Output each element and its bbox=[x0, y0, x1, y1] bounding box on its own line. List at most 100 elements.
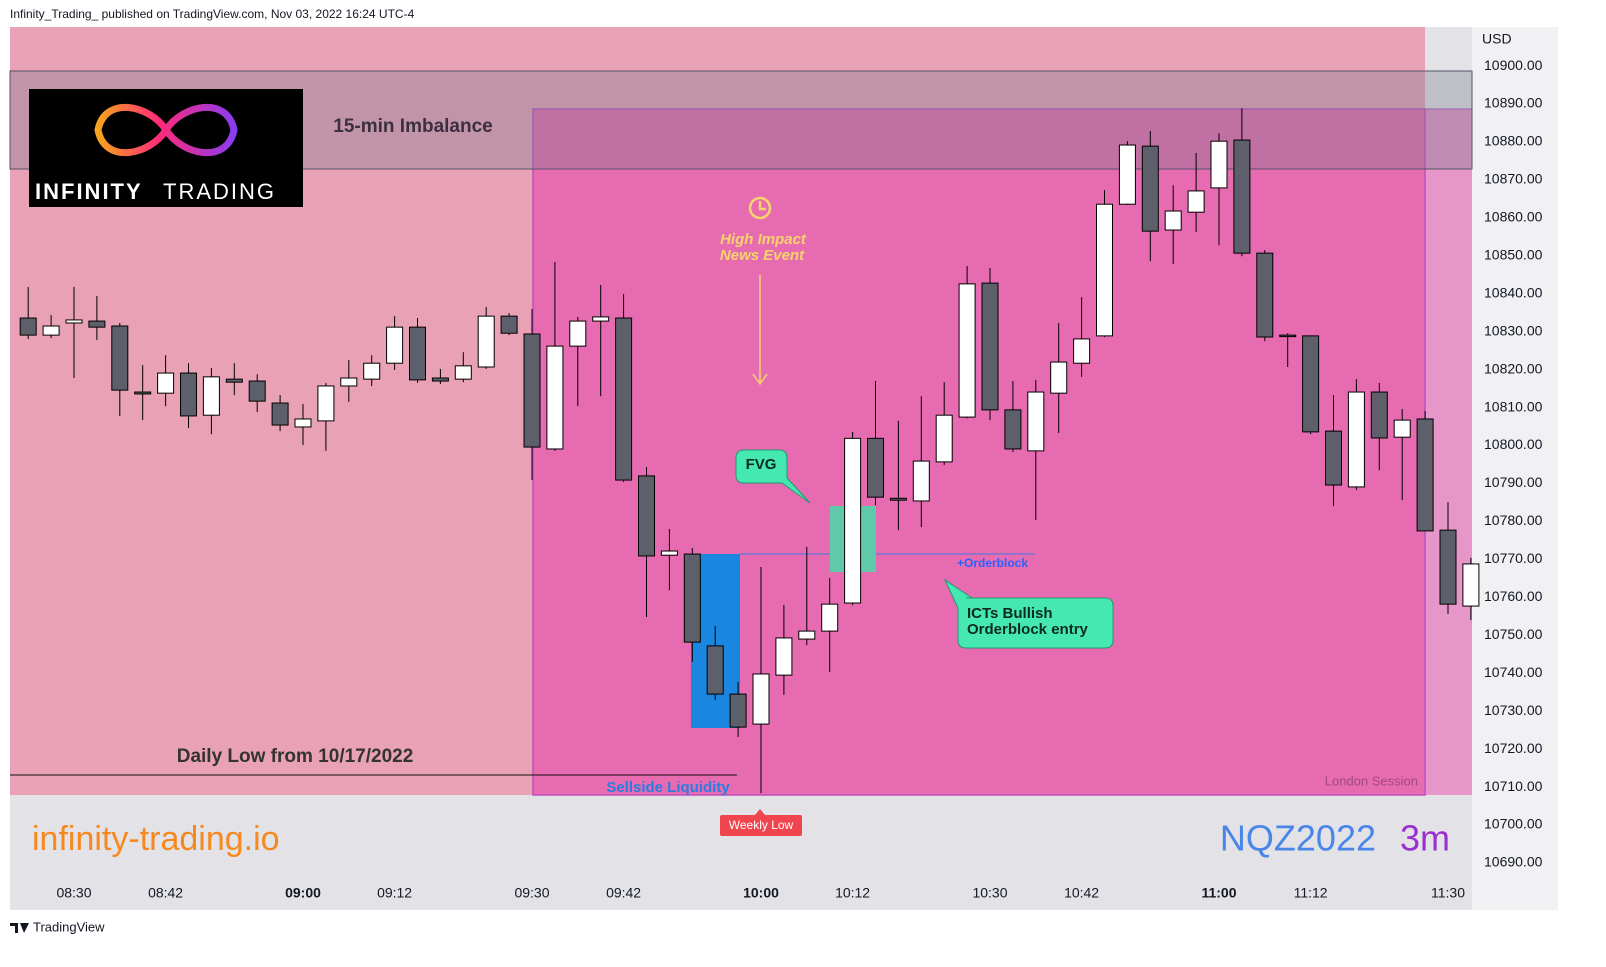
candle-body bbox=[271, 402, 289, 426]
candle-body bbox=[1073, 338, 1091, 364]
clock-hands bbox=[758, 201, 766, 211]
x-tick-label: 11:12 bbox=[1294, 885, 1328, 901]
london-session-box bbox=[532, 108, 1426, 796]
entry-callout bbox=[943, 578, 1114, 649]
imbalance-label: 15-min Imbalance bbox=[333, 116, 492, 137]
y-tick-label: 10870.00 bbox=[1484, 171, 1543, 187]
weekly-low-badge bbox=[720, 815, 802, 836]
candle-body bbox=[660, 550, 678, 556]
candle-body bbox=[157, 372, 175, 394]
daily-low-label: Daily Low from 10/17/2022 bbox=[177, 746, 414, 767]
y-tick-label: 10880.00 bbox=[1484, 133, 1543, 149]
candle-body bbox=[248, 380, 266, 402]
candle-body bbox=[844, 437, 862, 604]
x-tick-label: 11:30 bbox=[1431, 885, 1465, 901]
candle-body bbox=[317, 385, 335, 422]
y-tick-label: 10820.00 bbox=[1484, 360, 1543, 376]
x-tick-label: 10:12 bbox=[835, 885, 870, 901]
candle-body bbox=[683, 553, 701, 643]
logo-symbol bbox=[94, 103, 238, 157]
candle-body bbox=[1027, 391, 1045, 452]
x-tick-label: 10:42 bbox=[1064, 885, 1099, 901]
clock-icon bbox=[748, 196, 772, 220]
candle-body bbox=[798, 630, 816, 640]
x-tick-label: 09:12 bbox=[377, 885, 412, 901]
x-tick-label: 09:30 bbox=[514, 885, 549, 901]
x-tick-label: 10:30 bbox=[972, 885, 1007, 901]
candle-body bbox=[1164, 210, 1182, 231]
weekly-low-label: Weekly Low bbox=[729, 818, 794, 832]
candle-body bbox=[202, 376, 220, 416]
candle-body bbox=[363, 362, 381, 380]
y-tick-label: 10700.00 bbox=[1484, 816, 1543, 832]
x-tick-label: 09:42 bbox=[606, 885, 641, 901]
candle-body bbox=[180, 372, 197, 417]
candle-body bbox=[19, 317, 37, 336]
logo-box bbox=[29, 89, 303, 207]
candle-body bbox=[111, 325, 129, 391]
candle-body bbox=[729, 693, 747, 728]
entry-label: ICTs Bullish bbox=[967, 605, 1053, 622]
y-tick-label: 10830.00 bbox=[1484, 322, 1543, 338]
candle-body bbox=[775, 637, 793, 676]
candle-body bbox=[1050, 361, 1068, 394]
news-label: News Event bbox=[720, 247, 805, 264]
candle-body bbox=[821, 603, 839, 632]
candle-body bbox=[752, 673, 770, 725]
entry-label: Orderblock entry bbox=[967, 621, 1089, 638]
tv-logo bbox=[10, 923, 29, 933]
y-tick-label: 10760.00 bbox=[1484, 588, 1543, 604]
y-tick-label: 10840.00 bbox=[1484, 284, 1543, 300]
y-tick-label: 10730.00 bbox=[1484, 702, 1543, 718]
interval-label: 3m bbox=[1400, 818, 1450, 859]
candle-body bbox=[1325, 430, 1342, 486]
y-tick-label: 10800.00 bbox=[1484, 436, 1543, 452]
candle-body bbox=[867, 437, 884, 498]
candle-body bbox=[65, 319, 83, 324]
candle-body bbox=[454, 365, 472, 380]
y-tick-label: 10810.00 bbox=[1484, 398, 1543, 414]
header-text: Infinity_Trading_ published on TradingVi… bbox=[10, 7, 415, 21]
candle-body bbox=[386, 326, 404, 364]
fvg-label: FVG bbox=[746, 456, 777, 473]
x-tick-label: 09:00 bbox=[285, 885, 321, 901]
candle-body bbox=[1416, 418, 1434, 532]
candle-body bbox=[912, 460, 930, 502]
sellside-label: Sellside Liquidity bbox=[606, 779, 730, 796]
y-tick-label: 10770.00 bbox=[1484, 550, 1543, 566]
y-tick-label: 10720.00 bbox=[1484, 740, 1543, 756]
candle-body bbox=[1004, 409, 1022, 450]
y-axis-label: USD bbox=[1482, 31, 1512, 47]
candle-body bbox=[1118, 144, 1136, 205]
candle-body bbox=[935, 414, 953, 463]
x-tick-label: 08:42 bbox=[148, 885, 183, 901]
candle-body bbox=[1210, 140, 1228, 189]
orderblock-label: +Orderblock bbox=[957, 556, 1028, 570]
logo-word: TRADING bbox=[163, 179, 276, 204]
candle-body bbox=[1439, 529, 1457, 605]
price-axis-background bbox=[1472, 27, 1558, 910]
y-tick-label: 10900.00 bbox=[1484, 57, 1543, 73]
y-tick-label: 10740.00 bbox=[1484, 664, 1543, 680]
candle-body bbox=[409, 326, 426, 381]
footer-text: TradingView bbox=[33, 919, 105, 934]
candle-body bbox=[546, 345, 564, 450]
x-tick-label: 11:00 bbox=[1201, 885, 1236, 901]
candle-body bbox=[1347, 391, 1365, 488]
candle-body bbox=[42, 325, 60, 336]
candle-body bbox=[592, 316, 610, 322]
candle-body bbox=[1187, 190, 1205, 213]
candle-body bbox=[225, 378, 243, 383]
candle-body bbox=[1370, 391, 1388, 439]
candle-body bbox=[500, 315, 518, 334]
news-label: High Impact bbox=[720, 231, 807, 248]
y-tick-label: 10850.00 bbox=[1484, 247, 1543, 263]
candle-body bbox=[340, 377, 358, 387]
y-tick-label: 10780.00 bbox=[1484, 512, 1543, 528]
candle-body bbox=[958, 283, 976, 418]
y-tick-label: 10790.00 bbox=[1484, 474, 1543, 490]
candle-body bbox=[615, 317, 633, 481]
candle-body bbox=[1393, 419, 1411, 438]
